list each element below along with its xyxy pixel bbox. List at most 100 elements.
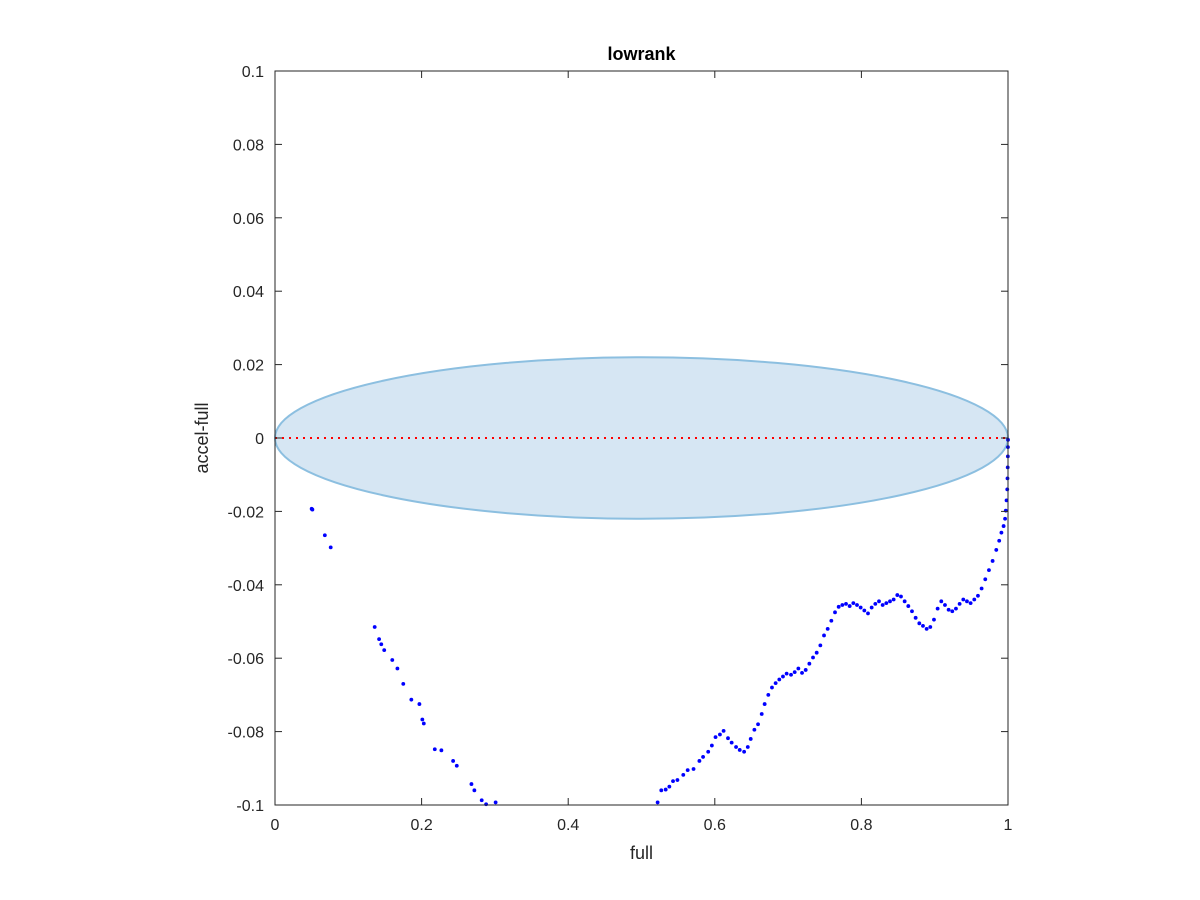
data-point <box>745 745 750 749</box>
data-point <box>979 586 984 591</box>
data-point <box>439 748 444 753</box>
y-tick-label: -0.08 <box>228 725 265 742</box>
data-point <box>417 702 422 706</box>
data-point <box>675 778 680 782</box>
data-point <box>994 548 999 552</box>
y-axis-label: accel-full <box>192 402 212 473</box>
data-point <box>721 728 726 733</box>
data-point <box>781 674 785 679</box>
data-point <box>756 722 760 727</box>
y-tick-label: 0 <box>255 431 264 448</box>
data-point <box>671 779 675 784</box>
data-point <box>847 604 852 608</box>
data-point <box>884 601 889 606</box>
data-point <box>685 768 690 773</box>
data-point <box>855 603 859 607</box>
data-point <box>851 601 856 606</box>
data-point <box>667 784 672 789</box>
data-point <box>1004 498 1009 503</box>
data-point <box>709 743 714 748</box>
data-point <box>910 609 914 614</box>
data-point <box>983 577 988 582</box>
data-point <box>734 745 738 749</box>
data-point <box>737 748 742 752</box>
data-point <box>976 593 980 598</box>
data-point <box>965 599 969 604</box>
data-point <box>921 624 925 628</box>
data-point <box>968 601 973 606</box>
data-point <box>390 658 395 662</box>
data-point <box>836 604 841 609</box>
data-point <box>1003 508 1008 513</box>
y-axis-ticks: -0.1 -0.08 -0.06 -0.04 -0.02 0 0.02 0.04 0.06 0.0… <box>228 64 1008 815</box>
data-point <box>972 597 977 602</box>
y-tick-label: -0.06 <box>228 651 265 668</box>
data-point <box>822 633 826 638</box>
data-point <box>957 601 962 606</box>
data-point <box>895 593 900 597</box>
data-point <box>729 740 734 745</box>
data-point <box>742 749 747 754</box>
data-point <box>880 603 885 607</box>
data-point <box>701 755 705 759</box>
data-point <box>902 599 907 604</box>
data-point <box>762 702 767 706</box>
data-point <box>484 802 489 807</box>
x-tick-label: 0.8 <box>850 817 872 834</box>
y-tick-label: 0.08 <box>233 137 264 154</box>
data-point <box>792 670 797 675</box>
data-point <box>773 681 778 686</box>
data-point <box>759 712 764 716</box>
data-point <box>655 800 660 805</box>
y-tick-label: 0.04 <box>233 284 264 301</box>
data-point <box>784 671 789 676</box>
data-point <box>409 697 414 702</box>
data-point <box>479 798 484 803</box>
data-point <box>943 603 947 607</box>
x-tick-label: 0.2 <box>410 817 432 834</box>
data-point <box>713 735 718 740</box>
data-point <box>811 655 815 660</box>
y-tick-label: -0.02 <box>228 504 265 521</box>
data-point <box>328 545 333 550</box>
data-point <box>432 747 437 752</box>
data-point <box>999 530 1004 535</box>
x-tick-label: 0 <box>271 817 280 834</box>
data-point <box>932 617 936 622</box>
data-point <box>697 759 702 763</box>
data-point <box>382 648 387 653</box>
data-point <box>789 672 793 677</box>
data-point <box>796 666 801 671</box>
y-tick-label: 0.1 <box>242 64 264 81</box>
data-point <box>818 643 823 648</box>
data-point <box>987 568 991 573</box>
data-point <box>833 610 837 615</box>
data-point <box>844 601 848 606</box>
data-point <box>1003 516 1007 521</box>
data-point <box>469 782 474 786</box>
data-point <box>1001 524 1006 528</box>
data-point <box>913 615 918 620</box>
data-point <box>866 611 870 616</box>
data-point <box>691 767 696 771</box>
data-point <box>421 721 426 726</box>
data-point <box>862 608 867 613</box>
data-point <box>888 599 892 604</box>
data-point <box>899 594 903 599</box>
data-point <box>814 650 819 655</box>
data-point <box>917 621 922 626</box>
data-point <box>829 618 834 623</box>
y-tick-label: 0.02 <box>233 358 264 375</box>
data-point <box>954 606 958 611</box>
data-point <box>877 599 881 604</box>
data-point <box>928 625 933 629</box>
data-point <box>950 609 955 614</box>
data-point <box>310 507 315 512</box>
data-point <box>718 732 722 737</box>
data-point <box>997 538 1002 543</box>
data-point <box>961 597 966 602</box>
data-point <box>869 605 874 610</box>
data-point <box>401 681 406 686</box>
data-point <box>372 625 377 629</box>
data-point <box>472 788 477 793</box>
